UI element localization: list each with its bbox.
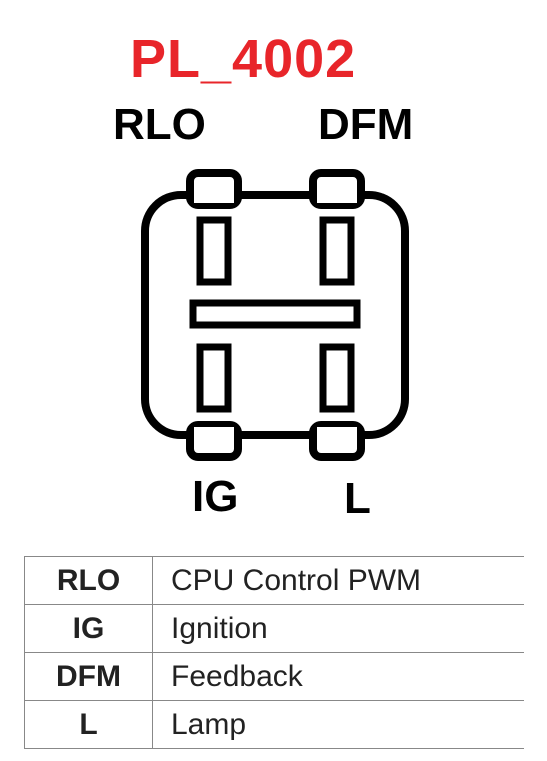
legend-key: IG — [25, 605, 153, 653]
connector-diagram: RLO DFM IG L — [0, 100, 547, 530]
legend-val: Feedback — [153, 653, 525, 701]
legend-key: L — [25, 701, 153, 749]
connector-svg — [0, 100, 547, 530]
table-row: IG Ignition — [25, 605, 525, 653]
pin-label-l: L — [344, 474, 371, 524]
legend-key: DFM — [25, 653, 153, 701]
legend-val: Lamp — [153, 701, 525, 749]
legend-key: RLO — [25, 557, 153, 605]
legend-val: CPU Control PWM — [153, 557, 525, 605]
part-number-title: PL_4002 — [130, 28, 356, 90]
table-row: L Lamp — [25, 701, 525, 749]
legend-val: Ignition — [153, 605, 525, 653]
pin-label-dfm: DFM — [318, 100, 413, 150]
keying-slot — [193, 303, 357, 325]
pin-label-ig: IG — [192, 472, 238, 522]
pin-label-rlo: RLO — [113, 100, 206, 150]
pin-legend-table: RLO CPU Control PWM IG Ignition DFM Feed… — [24, 556, 524, 749]
table-row: DFM Feedback — [25, 653, 525, 701]
table-row: RLO CPU Control PWM — [25, 557, 525, 605]
